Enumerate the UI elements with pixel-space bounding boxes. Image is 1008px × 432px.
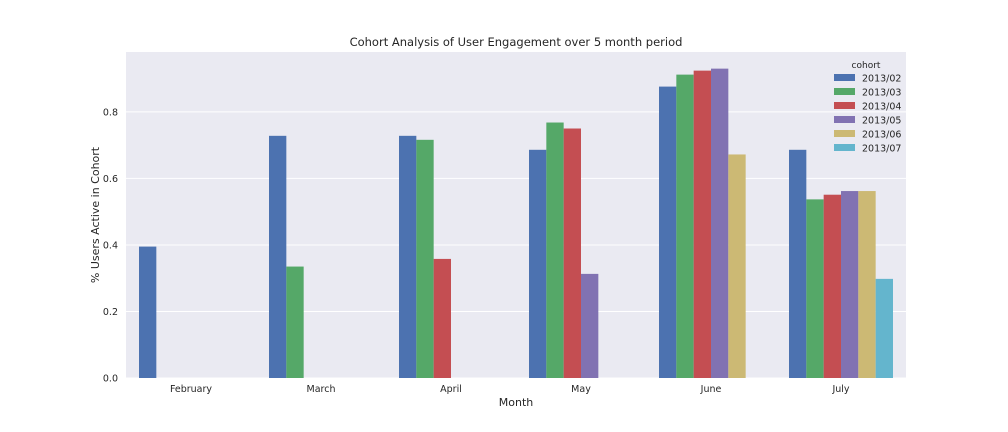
x-tick-label: June [700, 384, 722, 395]
y-tick-label: 0.4 [103, 240, 118, 251]
plot-background [126, 52, 906, 378]
legend-swatch [834, 88, 855, 95]
bar [581, 273, 599, 378]
bar [728, 154, 746, 378]
bar [841, 191, 859, 378]
bar [563, 128, 581, 378]
bar [806, 199, 824, 378]
y-tick-labels: 0.0 0.2 0.4 0.6 0.8 [103, 107, 118, 384]
bar [416, 139, 434, 378]
legend-title: cohort [852, 61, 881, 71]
legend-swatch [834, 102, 855, 109]
bar [529, 149, 547, 378]
bar [858, 191, 876, 378]
legend-swatch [834, 116, 855, 123]
legend-swatch [834, 74, 855, 81]
legend-label: 2013/05 [862, 116, 901, 127]
bar [546, 122, 564, 378]
y-axis-label: % Users Active in Cohort [89, 146, 102, 283]
x-axis-label: Month [499, 396, 534, 409]
y-tick-label: 0.2 [103, 307, 118, 318]
chart-title: Cohort Analysis of User Engagement over … [350, 35, 683, 49]
legend-label: 2013/04 [862, 102, 901, 113]
bar [659, 86, 677, 378]
legend-label: 2013/02 [862, 74, 901, 85]
bar [269, 135, 287, 378]
legend-label: 2013/07 [862, 144, 901, 155]
grid-lines [126, 111, 906, 379]
bar [676, 74, 694, 378]
x-tick-label: July [831, 384, 849, 395]
bar [693, 70, 711, 378]
x-tick-label: March [307, 384, 336, 395]
y-tick-label: 0.8 [103, 107, 118, 118]
bar [399, 135, 417, 378]
bar [823, 194, 841, 378]
y-tick-label: 0.0 [103, 374, 118, 385]
legend-label: 2013/03 [862, 88, 901, 99]
x-tick-label: May [571, 384, 591, 395]
legend-label: 2013/06 [862, 130, 901, 141]
legend-swatch [834, 130, 855, 137]
x-tick-label: February [170, 384, 212, 395]
bar [711, 68, 729, 378]
x-tick-labels: February March April May June July [170, 384, 850, 395]
y-tick-label: 0.6 [103, 174, 118, 185]
bar [875, 278, 893, 378]
bar [433, 258, 451, 378]
bars [139, 68, 893, 378]
legend: cohort 2013/02 2013/03 2013/04 2013/05 2013/… [834, 61, 901, 155]
bar [139, 246, 157, 378]
x-tick-label: April [440, 384, 462, 395]
bar [789, 149, 807, 378]
legend-swatch [834, 144, 855, 151]
bar [286, 266, 304, 378]
